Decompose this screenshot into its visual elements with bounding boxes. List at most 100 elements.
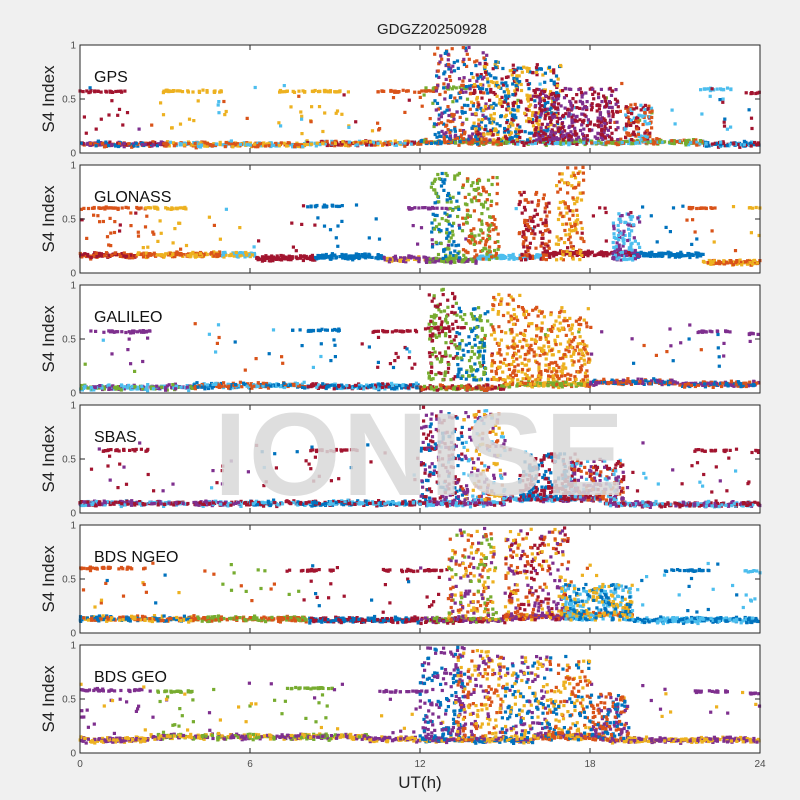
data-point: [249, 382, 253, 386]
data-point: [612, 245, 616, 249]
data-point: [476, 129, 480, 133]
data-point: [243, 255, 247, 259]
data-point: [585, 134, 589, 138]
data-point: [226, 382, 230, 386]
data-point: [444, 218, 448, 222]
data-point: [443, 178, 447, 182]
data-point: [639, 134, 643, 138]
data-point: [387, 260, 391, 264]
data-point: [539, 67, 543, 71]
data-point: [446, 58, 450, 62]
data-point: [536, 204, 540, 208]
data-point: [510, 140, 514, 144]
data-point: [407, 207, 412, 211]
data-point: [650, 109, 654, 113]
data-point: [638, 220, 642, 224]
data-point: [380, 256, 384, 261]
data-point: [541, 257, 545, 261]
data-point: [153, 140, 157, 145]
data-point: [364, 256, 368, 260]
data-point: [328, 257, 332, 261]
data-point: [555, 84, 560, 88]
data-point: [210, 251, 214, 255]
data-point: [548, 116, 552, 120]
data-point: [468, 141, 472, 145]
data-point: [549, 78, 553, 82]
data-point: [409, 254, 413, 258]
data-point: [573, 131, 577, 135]
data-point: [543, 114, 547, 118]
data-point: [518, 125, 522, 129]
data-point: [592, 253, 596, 258]
data-point: [525, 119, 529, 123]
data-point: [750, 91, 754, 95]
data-point: [330, 256, 334, 260]
data-point: [569, 103, 573, 107]
data-point: [302, 254, 306, 258]
data-point: [495, 256, 499, 260]
data-point: [141, 387, 145, 391]
data-point: [455, 199, 459, 203]
data-point: [425, 259, 429, 263]
data-point: [537, 101, 541, 105]
data-point: [98, 384, 102, 388]
data-point: [525, 97, 530, 101]
data-point: [247, 386, 251, 390]
data-point: [444, 77, 448, 81]
data-point: [265, 142, 270, 146]
data-point: [747, 206, 751, 210]
data-point: [534, 119, 538, 123]
data-point: [180, 206, 184, 210]
data-point: [124, 254, 129, 258]
data-point: [694, 251, 698, 255]
data-point: [569, 142, 573, 146]
data-point: [205, 142, 209, 146]
data-point: [485, 252, 489, 256]
data-point: [552, 99, 556, 103]
data-point: [481, 257, 485, 261]
data-point: [531, 110, 535, 115]
data-point: [558, 126, 562, 130]
data-point: [102, 387, 106, 391]
data-point: [494, 60, 498, 64]
data-point: [227, 386, 231, 390]
data-point: [89, 255, 93, 260]
data-point: [455, 99, 459, 103]
data-point: [107, 253, 111, 257]
data-point: [614, 102, 618, 106]
data-point: [716, 145, 721, 149]
data-point: [468, 385, 472, 389]
data-point: [526, 248, 530, 253]
data-point: [483, 127, 487, 132]
data-point: [588, 139, 592, 143]
y-tick-label: 0.5: [62, 215, 76, 226]
data-point: [440, 171, 444, 176]
data-point: [488, 98, 492, 102]
data-point: [687, 138, 691, 142]
data-point: [597, 138, 601, 143]
data-point: [85, 89, 89, 93]
data-point: [97, 253, 102, 257]
data-point: [481, 254, 485, 258]
data-point: [622, 257, 626, 262]
data-point: [641, 105, 645, 109]
data-point: [214, 142, 218, 146]
data-point: [571, 257, 575, 261]
data-point: [465, 213, 470, 217]
data-point: [99, 206, 103, 210]
data-point: [443, 97, 447, 101]
data-point: [561, 253, 565, 257]
data-point: [261, 381, 265, 385]
data-point: [535, 212, 539, 217]
data-point: [445, 236, 449, 240]
data-point: [513, 89, 517, 93]
data-point: [244, 253, 249, 257]
data-point: [579, 90, 584, 94]
data-point: [525, 254, 529, 258]
data-point: [385, 258, 389, 263]
data-point: [334, 255, 338, 259]
data-point: [585, 124, 589, 128]
data-point: [603, 125, 607, 129]
data-point: [189, 252, 193, 256]
data-point: [180, 90, 185, 94]
